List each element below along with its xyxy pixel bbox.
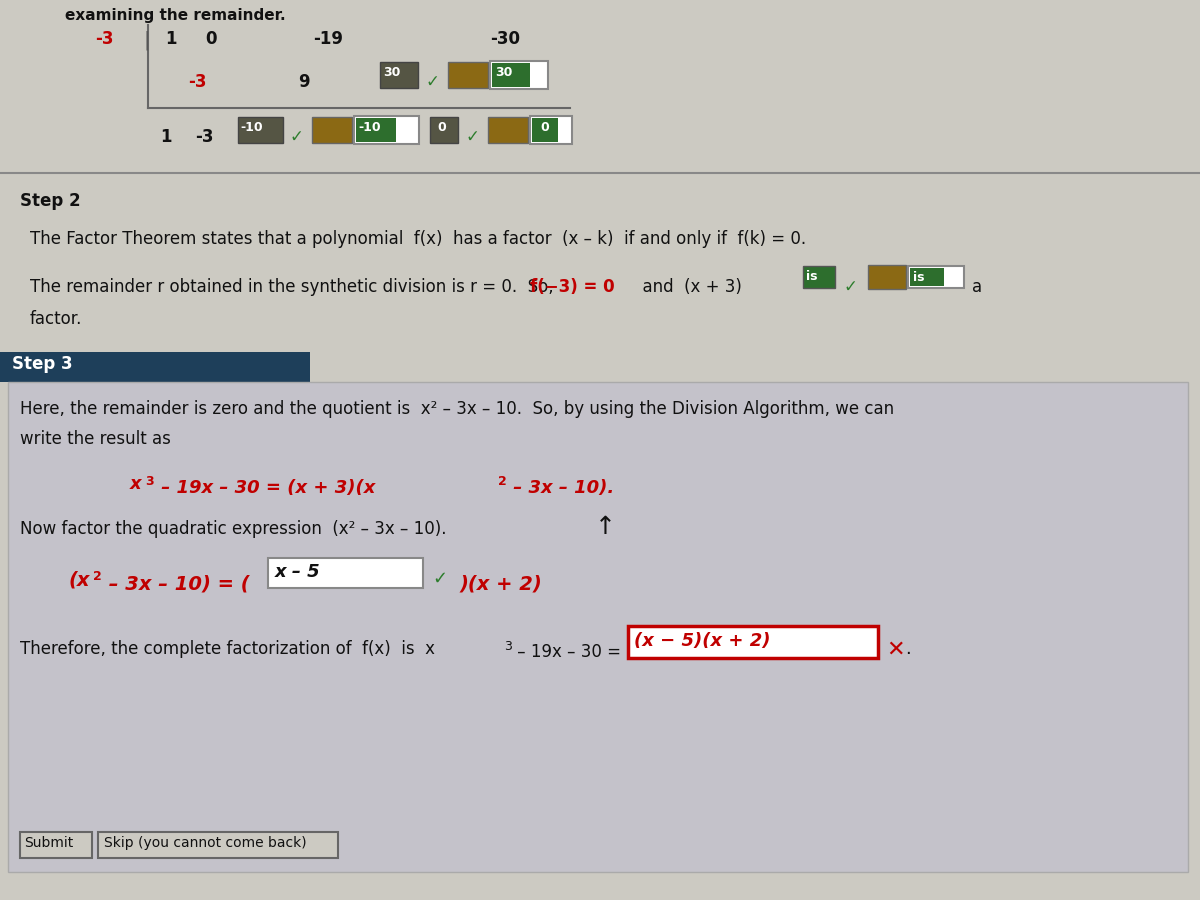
Text: (x: (x [68, 570, 90, 589]
Text: a: a [972, 278, 982, 296]
Text: -3: -3 [95, 30, 114, 48]
Text: -3: -3 [194, 128, 214, 146]
Bar [492, 63, 530, 87]
Bar [488, 117, 528, 143]
Text: ↑: ↑ [595, 515, 616, 539]
Text: Step 2: Step 2 [20, 192, 80, 210]
Text: write the result as: write the result as [20, 430, 170, 448]
Bar [354, 116, 419, 144]
Text: The remainder r obtained in the synthetic division is r = 0.  So,: The remainder r obtained in the syntheti… [30, 278, 564, 296]
Text: ✓: ✓ [290, 128, 304, 146]
Text: examining the remainder.: examining the remainder. [65, 8, 286, 23]
Text: Step 3: Step 3 [12, 355, 73, 373]
Bar [268, 558, 424, 588]
Bar [380, 62, 418, 88]
Text: |: | [143, 30, 150, 50]
Text: Skip (you cannot come back): Skip (you cannot come back) [104, 836, 307, 850]
Text: ✓: ✓ [432, 570, 448, 588]
Text: – 3x – 10).: – 3x – 10). [508, 479, 614, 497]
Text: – 3x – 10) = (: – 3x – 10) = ( [102, 574, 250, 593]
Text: ✓: ✓ [425, 73, 439, 91]
Text: -30: -30 [490, 30, 520, 48]
Text: The Factor Theorem states that a polynomial  f(x)  has a factor  (x – k)  if and: The Factor Theorem states that a polynom… [30, 230, 806, 248]
Text: 3: 3 [504, 640, 512, 653]
Text: is: is [913, 271, 924, 284]
Bar [803, 266, 835, 288]
Text: 1: 1 [166, 30, 176, 48]
Text: Now factor the quadratic expression  (x² – 3x – 10).: Now factor the quadratic expression (x² … [20, 520, 446, 538]
Text: ✓: ✓ [842, 278, 857, 296]
Text: 0: 0 [540, 121, 548, 134]
Bar [20, 832, 92, 858]
Text: – 19x – 30 =: – 19x – 30 = [512, 643, 626, 661]
Text: 0: 0 [437, 121, 445, 134]
Text: (x − 5)(x + 2): (x − 5)(x + 2) [634, 632, 770, 650]
Bar [0, 352, 310, 382]
Bar [448, 62, 488, 88]
Text: Therefore, the complete factorization of  f(x)  is  x: Therefore, the complete factorization of… [20, 640, 436, 658]
Text: 2: 2 [94, 570, 102, 583]
Bar [490, 61, 548, 89]
Text: factor.: factor. [30, 310, 83, 328]
Text: -10: -10 [358, 121, 380, 134]
Text: 0: 0 [205, 30, 216, 48]
Text: ✓: ✓ [466, 128, 479, 146]
Text: .: . [905, 640, 911, 658]
Text: 1: 1 [160, 128, 172, 146]
Text: and  (x + 3): and (x + 3) [632, 278, 748, 296]
Bar [908, 266, 964, 288]
Bar [238, 117, 283, 143]
Text: -19: -19 [313, 30, 343, 48]
Text: )(x + 2): )(x + 2) [460, 574, 542, 593]
Text: – 19x – 30 = (x + 3)(x: – 19x – 30 = (x + 3)(x [155, 479, 376, 497]
Text: 30: 30 [383, 66, 401, 79]
Text: 30: 30 [496, 66, 512, 79]
Bar [356, 118, 396, 142]
Bar [530, 116, 572, 144]
Text: is: is [806, 270, 817, 283]
Bar [910, 268, 944, 286]
Bar [532, 118, 558, 142]
Text: 2: 2 [498, 475, 506, 488]
Text: Submit: Submit [24, 836, 73, 850]
Bar [98, 832, 338, 858]
Text: x – 5: x – 5 [275, 563, 320, 581]
Text: 3: 3 [145, 475, 154, 488]
Bar [8, 382, 1188, 872]
Bar [868, 265, 906, 289]
Text: -10: -10 [240, 121, 263, 134]
Text: f(−3) = 0: f(−3) = 0 [530, 278, 614, 296]
Text: -3: -3 [188, 73, 206, 91]
Text: Here, the remainder is zero and the quotient is  x² – 3x – 10.  So, by using the: Here, the remainder is zero and the quot… [20, 400, 894, 418]
Text: x: x [130, 475, 142, 493]
Bar [628, 626, 878, 658]
Bar [312, 117, 352, 143]
Text: 9: 9 [298, 73, 310, 91]
Text: ✕: ✕ [886, 640, 905, 660]
Bar [430, 117, 458, 143]
